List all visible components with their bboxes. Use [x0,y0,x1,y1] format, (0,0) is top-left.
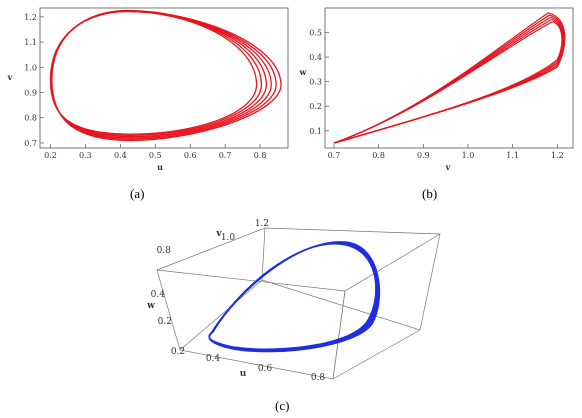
y-tick-label-a: 0.7 [24,139,37,148]
x-tick-label-c: 0.2 [171,347,185,357]
x-tick-label-a: 0.4 [114,151,127,160]
orbit-line-a [50,10,263,137]
y-tick-label-b: 0.3 [309,78,322,87]
x-axis-label-c: u [240,369,247,379]
x-tick-label-b: 0.8 [372,151,385,160]
z-axis-label-c: v [215,229,222,239]
caption-b: (b) [422,186,438,201]
x-tick-label-c: 0.6 [258,364,273,374]
orbit-line-a [51,9,282,142]
x-axis-label-a: u [157,162,163,172]
x-tick-label-a: 0.6 [184,151,197,160]
y-tick-label-a: 0.8 [24,114,37,123]
orbit-line-b [333,20,563,144]
x-tick-label-b: 1.2 [551,151,564,160]
orbit-line-a [50,10,277,140]
orbit-line-a [49,10,258,135]
y-tick-label-a: 1.2 [24,13,37,22]
y-axis-label-c: w [146,301,155,311]
y-tick-label-b: 0.2 [309,102,322,111]
x-tick-label-c: 0.8 [311,373,326,383]
caption-a: (a) [130,186,145,201]
x-tick-label-a: 0.3 [79,151,92,160]
plot-frame-b [324,7,574,149]
y-tick-label-b: 0.1 [309,127,322,136]
orbit-line-c [208,243,377,350]
3d-box [156,227,441,380]
x-axis-label-b: v [445,162,451,172]
z-tick-label-c: 1.0 [221,233,236,243]
orbit-line-a [50,10,267,138]
x-tick-label-b: 0.9 [417,151,430,160]
y-tick-label-c: 0.4 [151,290,166,300]
y-tick-label-a: 1.0 [24,63,37,72]
x-tick-label-c: 0.4 [206,354,221,364]
y-tick-label-a: 1.1 [24,38,37,47]
x-tick-label-a: 0.5 [149,151,162,160]
y-axis-label-a: v [7,72,13,82]
y-tick-label-a: 0.9 [24,89,37,98]
y-tick-label-b: 0.5 [309,29,322,38]
x-tick-label-b: 0.7 [328,151,341,160]
y-tick-label-c: 0.8 [157,246,172,256]
z-tick-label-c: 1.2 [255,219,269,229]
plot-frame-a [39,7,289,149]
x-tick-label-a: 0.8 [254,151,267,160]
caption-c: (c) [275,398,290,413]
x-tick-label-a: 0.7 [219,151,232,160]
x-tick-label-b: 1.1 [506,151,519,160]
y-axis-label-b: w [299,67,308,77]
y-tick-label-c: 0.2 [158,317,172,327]
x-tick-label-a: 0.2 [44,151,57,160]
y-tick-label-b: 0.4 [309,53,322,62]
x-tick-label-b: 1.0 [462,151,475,160]
